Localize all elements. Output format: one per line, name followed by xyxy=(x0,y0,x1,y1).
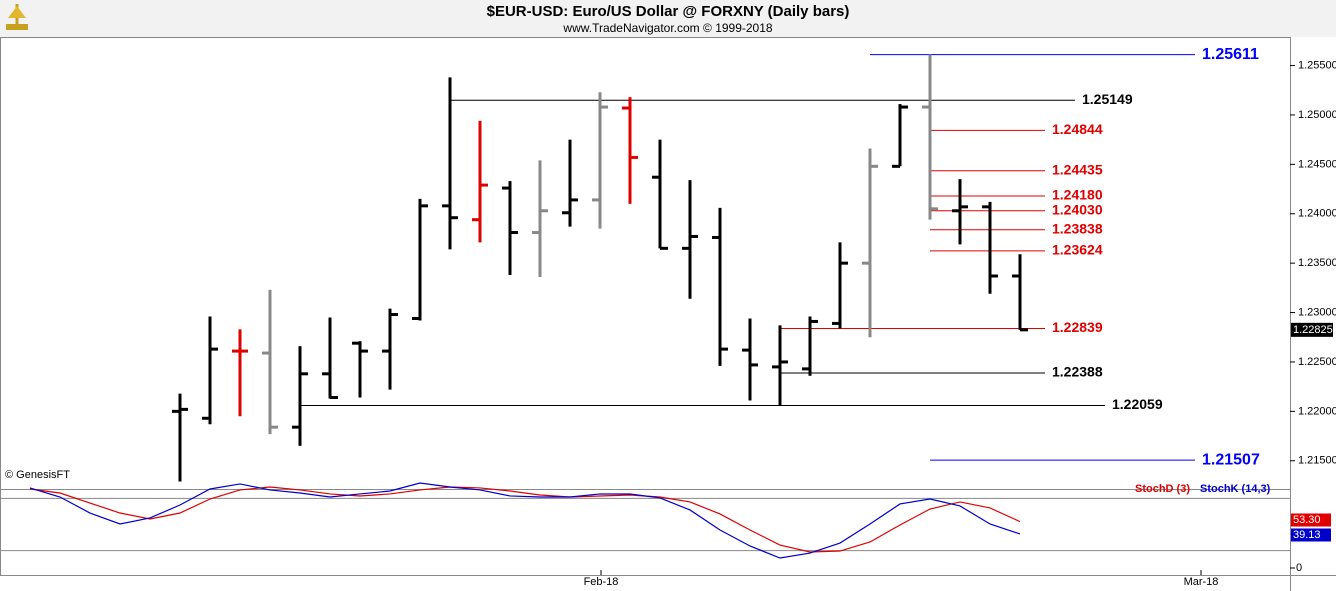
y-tick-label: 1.25000 xyxy=(1298,109,1336,121)
level-label: 1.23624 xyxy=(1052,242,1103,258)
stoch-value-label: 39.13 xyxy=(1293,529,1321,541)
level-label: 1.23838 xyxy=(1052,220,1103,236)
y-tick-label: 1.24000 xyxy=(1298,208,1336,220)
stoch-panel xyxy=(0,489,1291,576)
y-tick-label: 1.24500 xyxy=(1298,158,1336,170)
legend-entry: StochK (14,3) xyxy=(1200,483,1271,495)
last-price-box xyxy=(1291,322,1333,337)
y-tick-label: 1.21500 xyxy=(1298,455,1336,467)
stoch-line xyxy=(29,486,1021,553)
x-tick-label: Feb-18 xyxy=(584,576,619,588)
price-panel xyxy=(0,37,1291,490)
level-label: 1.24435 xyxy=(1052,161,1103,177)
level-label: 1.22059 xyxy=(1112,396,1163,412)
logo xyxy=(6,4,28,30)
level-label: 1.22839 xyxy=(1052,319,1103,335)
stoch-line xyxy=(29,482,1021,559)
watermark: © GenesisFT xyxy=(5,469,70,481)
chart-title: $EUR-USD: Euro/US Dollar @ FORXNY (Daily… xyxy=(487,3,850,20)
header-band xyxy=(0,0,1336,37)
chart-subtitle: www.TradeNavigator.com © 1999-2018 xyxy=(562,21,772,35)
level-label: 1.21507 xyxy=(1202,451,1260,468)
level-label: 1.25149 xyxy=(1082,91,1133,107)
level-label: 1.22388 xyxy=(1052,364,1103,380)
y2-tick-label: 0 xyxy=(1296,562,1302,574)
level-label: 1.24180 xyxy=(1052,187,1103,203)
level-label: 1.25611 xyxy=(1202,46,1259,63)
last-price-label: 1.22825 xyxy=(1293,324,1333,336)
stoch-value-box xyxy=(1291,528,1331,542)
level-label: 1.24844 xyxy=(1052,121,1103,137)
y-tick-label: 1.22500 xyxy=(1298,356,1336,368)
stoch-value-box xyxy=(1291,513,1331,527)
y-tick-label: 1.22000 xyxy=(1298,405,1336,417)
y-tick-label: 1.25500 xyxy=(1298,59,1336,71)
stoch-value-label: 53.30 xyxy=(1293,514,1321,526)
y-tick-label: 1.23500 xyxy=(1298,257,1336,269)
y-tick-label: 1.23000 xyxy=(1298,306,1336,318)
x-tick-label: Mar-18 xyxy=(1184,576,1219,588)
level-label: 1.24030 xyxy=(1052,201,1103,217)
legend-entry: StochD (3) xyxy=(1135,483,1190,495)
